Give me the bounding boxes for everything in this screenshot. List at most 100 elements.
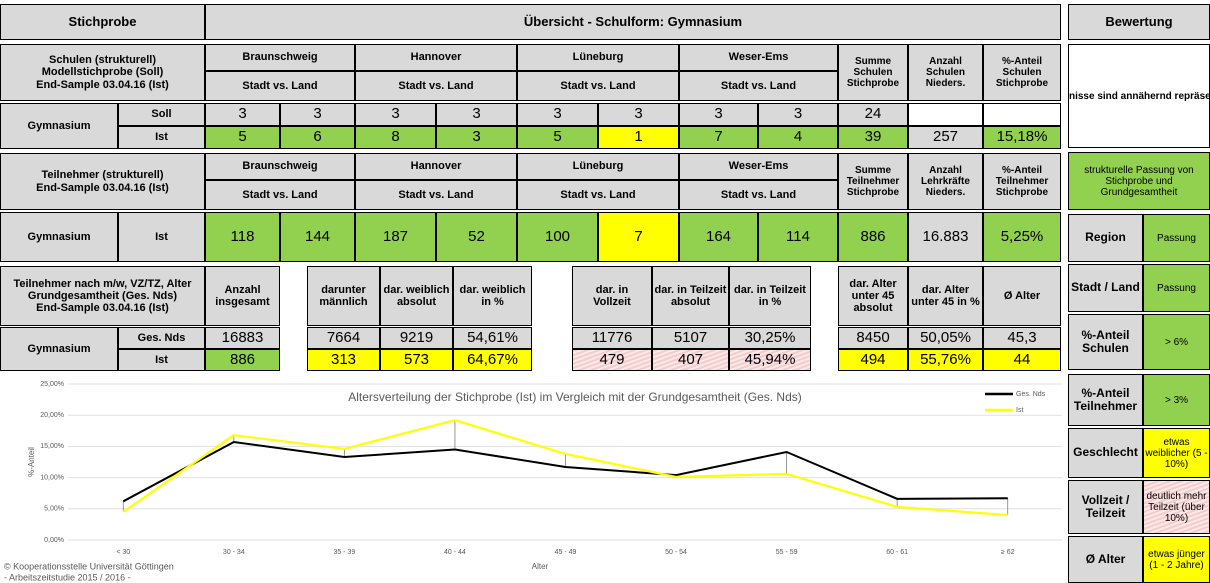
chart: Altersverteilung der Stichprobe (Ist) im… [4, 381, 1062, 582]
x-axis-label: Alter [532, 562, 549, 571]
x-tick-label: 35 - 39 [333, 549, 355, 556]
row-sub-label: Ist [118, 126, 205, 149]
value-cell: 257 [908, 126, 983, 149]
cell-text: 144 [304, 227, 331, 245]
cell-text: 39 [864, 128, 882, 146]
value-cell: 24 [838, 103, 908, 126]
cell-text: Ist [155, 230, 168, 243]
cell-line: Anzahl [929, 165, 962, 176]
sub-header: Stadt vs. Land [205, 71, 355, 101]
cell-text: 3 [472, 128, 481, 146]
value-cell: 3 [436, 126, 517, 149]
value-cell: 64,67% [453, 349, 532, 371]
value-cell: 44 [983, 349, 1061, 371]
cell-text: strukturelle Passung von Stichprobe und … [1084, 164, 1194, 198]
cell-text: Passung [1157, 232, 1196, 244]
column-header: dar. Alter unter 45 in % [908, 266, 983, 326]
criterion-label: Vollzeit / Teilzeit [1068, 480, 1143, 534]
x-tick-label: 60 - 61 [886, 549, 908, 556]
x-tick-label: < 30 [116, 549, 130, 556]
region-header: Hannover [355, 153, 517, 180]
cell-line: Teilnehmer [846, 176, 900, 187]
cell-line: Stichprobe [846, 187, 900, 198]
value-cell: 16883 [205, 327, 280, 349]
cell-line: Schulen [1002, 67, 1042, 78]
column-header: dar. weiblich absolut [380, 266, 453, 326]
x-tick-label: 40 - 44 [444, 549, 466, 556]
header: Stichprobe [0, 4, 205, 40]
y-tick-label: 15,00% [40, 443, 64, 450]
cell-text: 573 [403, 350, 430, 368]
value-cell: 8450 [838, 327, 908, 349]
cell-line: Stichprobe [995, 187, 1049, 198]
cell-line: Anzahl [929, 56, 962, 67]
cell-text: 100 [544, 227, 571, 245]
cell-text: Lüneburg [572, 160, 624, 173]
cell-text: 5 [553, 128, 562, 146]
cell-text: 16883 [221, 328, 264, 346]
sub-header: Stadt vs. Land [355, 71, 517, 101]
cell-text: 7664 [326, 328, 361, 346]
summary-header: Anzahl Lehrkräfte Nieders. [908, 153, 983, 210]
cell-line: insgesamt [215, 296, 270, 308]
cell-text: 3 [313, 105, 322, 123]
row-label: Gymnasium [0, 327, 118, 371]
sub-header: Stadt vs. Land [517, 71, 679, 101]
cell-text: Ergebnisse sind annähernd repräsentativ [1068, 90, 1209, 102]
value-cell: 5 [205, 126, 280, 149]
criterion-result: etwas weiblicher (5 - 10%) [1143, 428, 1210, 478]
section-label: Schulen (strukturell) Modellstichprobe (S… [0, 44, 205, 101]
cell-text: Ist [155, 131, 168, 144]
value-cell: 3 [205, 103, 280, 126]
value-cell: 100 [517, 212, 598, 262]
criterion-label: %-Anteil Teilnehmer [1068, 374, 1143, 426]
value-cell: 3 [436, 103, 517, 126]
cell-line: Grundgesamtheit (Ges. Nds) [27, 289, 178, 302]
sub-header: Stadt vs. Land [205, 180, 355, 210]
cell-text: Stichprobe [68, 13, 137, 29]
cell-text: 3 [391, 105, 400, 123]
cell-text: 11776 [591, 328, 633, 346]
cell-line: absolut [396, 296, 437, 308]
cell-text: Übersicht - Schulform: Gymnasium [523, 13, 743, 29]
cell-line: Stichprobe [995, 78, 1049, 89]
cell-line: männlich [319, 296, 368, 308]
row-sub-label: Soll [118, 103, 205, 126]
value-cell: 118 [205, 212, 280, 262]
y-tick-label: 5,00% [44, 506, 64, 513]
cell-text: Hannover [410, 51, 462, 64]
cell-text: 30,25% [744, 328, 796, 346]
cell-text: Gymnasium [27, 230, 91, 243]
cell-text: 64,67% [467, 350, 518, 368]
header: Übersicht - Schulform: Gymnasium [205, 4, 1061, 40]
cell-text: Stadt vs. Land [720, 188, 797, 201]
cell-line: Lehrkräfte [921, 176, 970, 187]
sub-header: Stadt vs. Land [679, 180, 838, 210]
criterion-result: etwas jünger (1 - 2 Jahre) [1143, 536, 1210, 583]
cell-text: 886 [229, 350, 256, 368]
column-header: Ø Alter [983, 266, 1061, 326]
cell-text: Ges. Nds [137, 331, 186, 344]
cell-line: %-Anteil [1002, 56, 1042, 67]
region-header: Lüneburg [517, 153, 679, 180]
cell-text: 15,18% [996, 128, 1048, 146]
cell-text: 187 [382, 227, 409, 245]
value-cell: 52 [436, 212, 517, 262]
cell-text: Stadt vs. Land [720, 79, 797, 92]
cell-line: dar. in Teilzeit [734, 283, 806, 296]
cell-text: Vollzeit / Teilzeit [1081, 492, 1130, 520]
cell-text: 494 [860, 350, 886, 368]
column-header: dar. Alter unter 45 absolut [838, 266, 908, 326]
value-cell: 479 [572, 349, 652, 371]
series-line [122, 440, 1008, 503]
summary-header: Summe Teilnehmer Stichprobe [838, 153, 908, 210]
x-tick-label: 50 - 54 [665, 549, 687, 556]
criterion-label: Stadt / Land [1068, 264, 1143, 312]
cell-line: End-Sample 03.04.16 (Ist) [36, 181, 169, 194]
cell-text: Geschlecht [1073, 445, 1138, 460]
footer: © Kooperationsstelle Universität Götting… [4, 561, 174, 571]
cell-line: Vollzeit [593, 296, 631, 308]
value-cell: 3 [679, 103, 758, 126]
cell-text: 118 [230, 227, 255, 245]
cell-text: etwas weiblicher (5 - 10%) [1145, 436, 1208, 470]
